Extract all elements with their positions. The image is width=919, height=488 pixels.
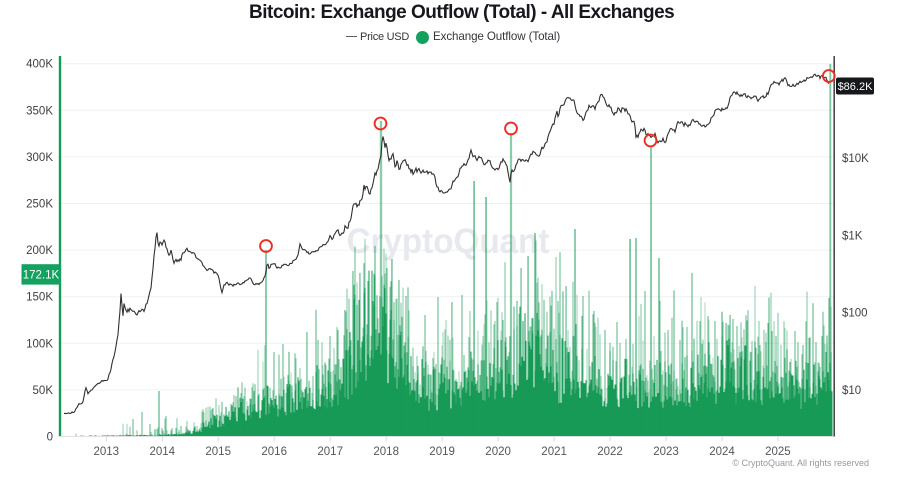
svg-text:2020: 2020	[485, 446, 511, 458]
svg-text:400K: 400K	[26, 59, 53, 71]
svg-text:2022: 2022	[597, 446, 623, 458]
svg-text:50K: 50K	[33, 385, 54, 397]
svg-text:2019: 2019	[429, 446, 455, 458]
svg-text:2024: 2024	[709, 446, 735, 458]
svg-text:© CryptoQuant. All rights rese: © CryptoQuant. All rights reserved	[732, 458, 869, 468]
svg-text:350K: 350K	[26, 105, 53, 117]
svg-text:172.1K: 172.1K	[23, 269, 60, 281]
svg-text:2018: 2018	[373, 446, 399, 458]
svg-text:0: 0	[47, 432, 53, 444]
svg-text:$86.2K: $86.2K	[838, 81, 874, 93]
svg-text:250K: 250K	[26, 199, 53, 211]
svg-text:2017: 2017	[317, 446, 343, 458]
svg-text:100K: 100K	[26, 338, 53, 350]
svg-text:2015: 2015	[205, 446, 231, 458]
svg-text:$1K: $1K	[842, 230, 863, 242]
svg-text:200K: 200K	[26, 245, 53, 257]
svg-text:2025: 2025	[765, 446, 791, 458]
svg-text:2023: 2023	[653, 446, 679, 458]
svg-text:2013: 2013	[94, 446, 120, 458]
svg-text:$10: $10	[842, 385, 861, 397]
svg-text:$100: $100	[842, 308, 868, 320]
svg-text:2016: 2016	[261, 446, 287, 458]
svg-text:300K: 300K	[26, 152, 53, 164]
svg-text:150K: 150K	[26, 292, 53, 304]
svg-text:2014: 2014	[150, 446, 176, 458]
svg-text:2021: 2021	[541, 446, 567, 458]
svg-text:CryptoQuant: CryptoQuant	[347, 222, 550, 261]
svg-text:$10K: $10K	[842, 153, 869, 165]
